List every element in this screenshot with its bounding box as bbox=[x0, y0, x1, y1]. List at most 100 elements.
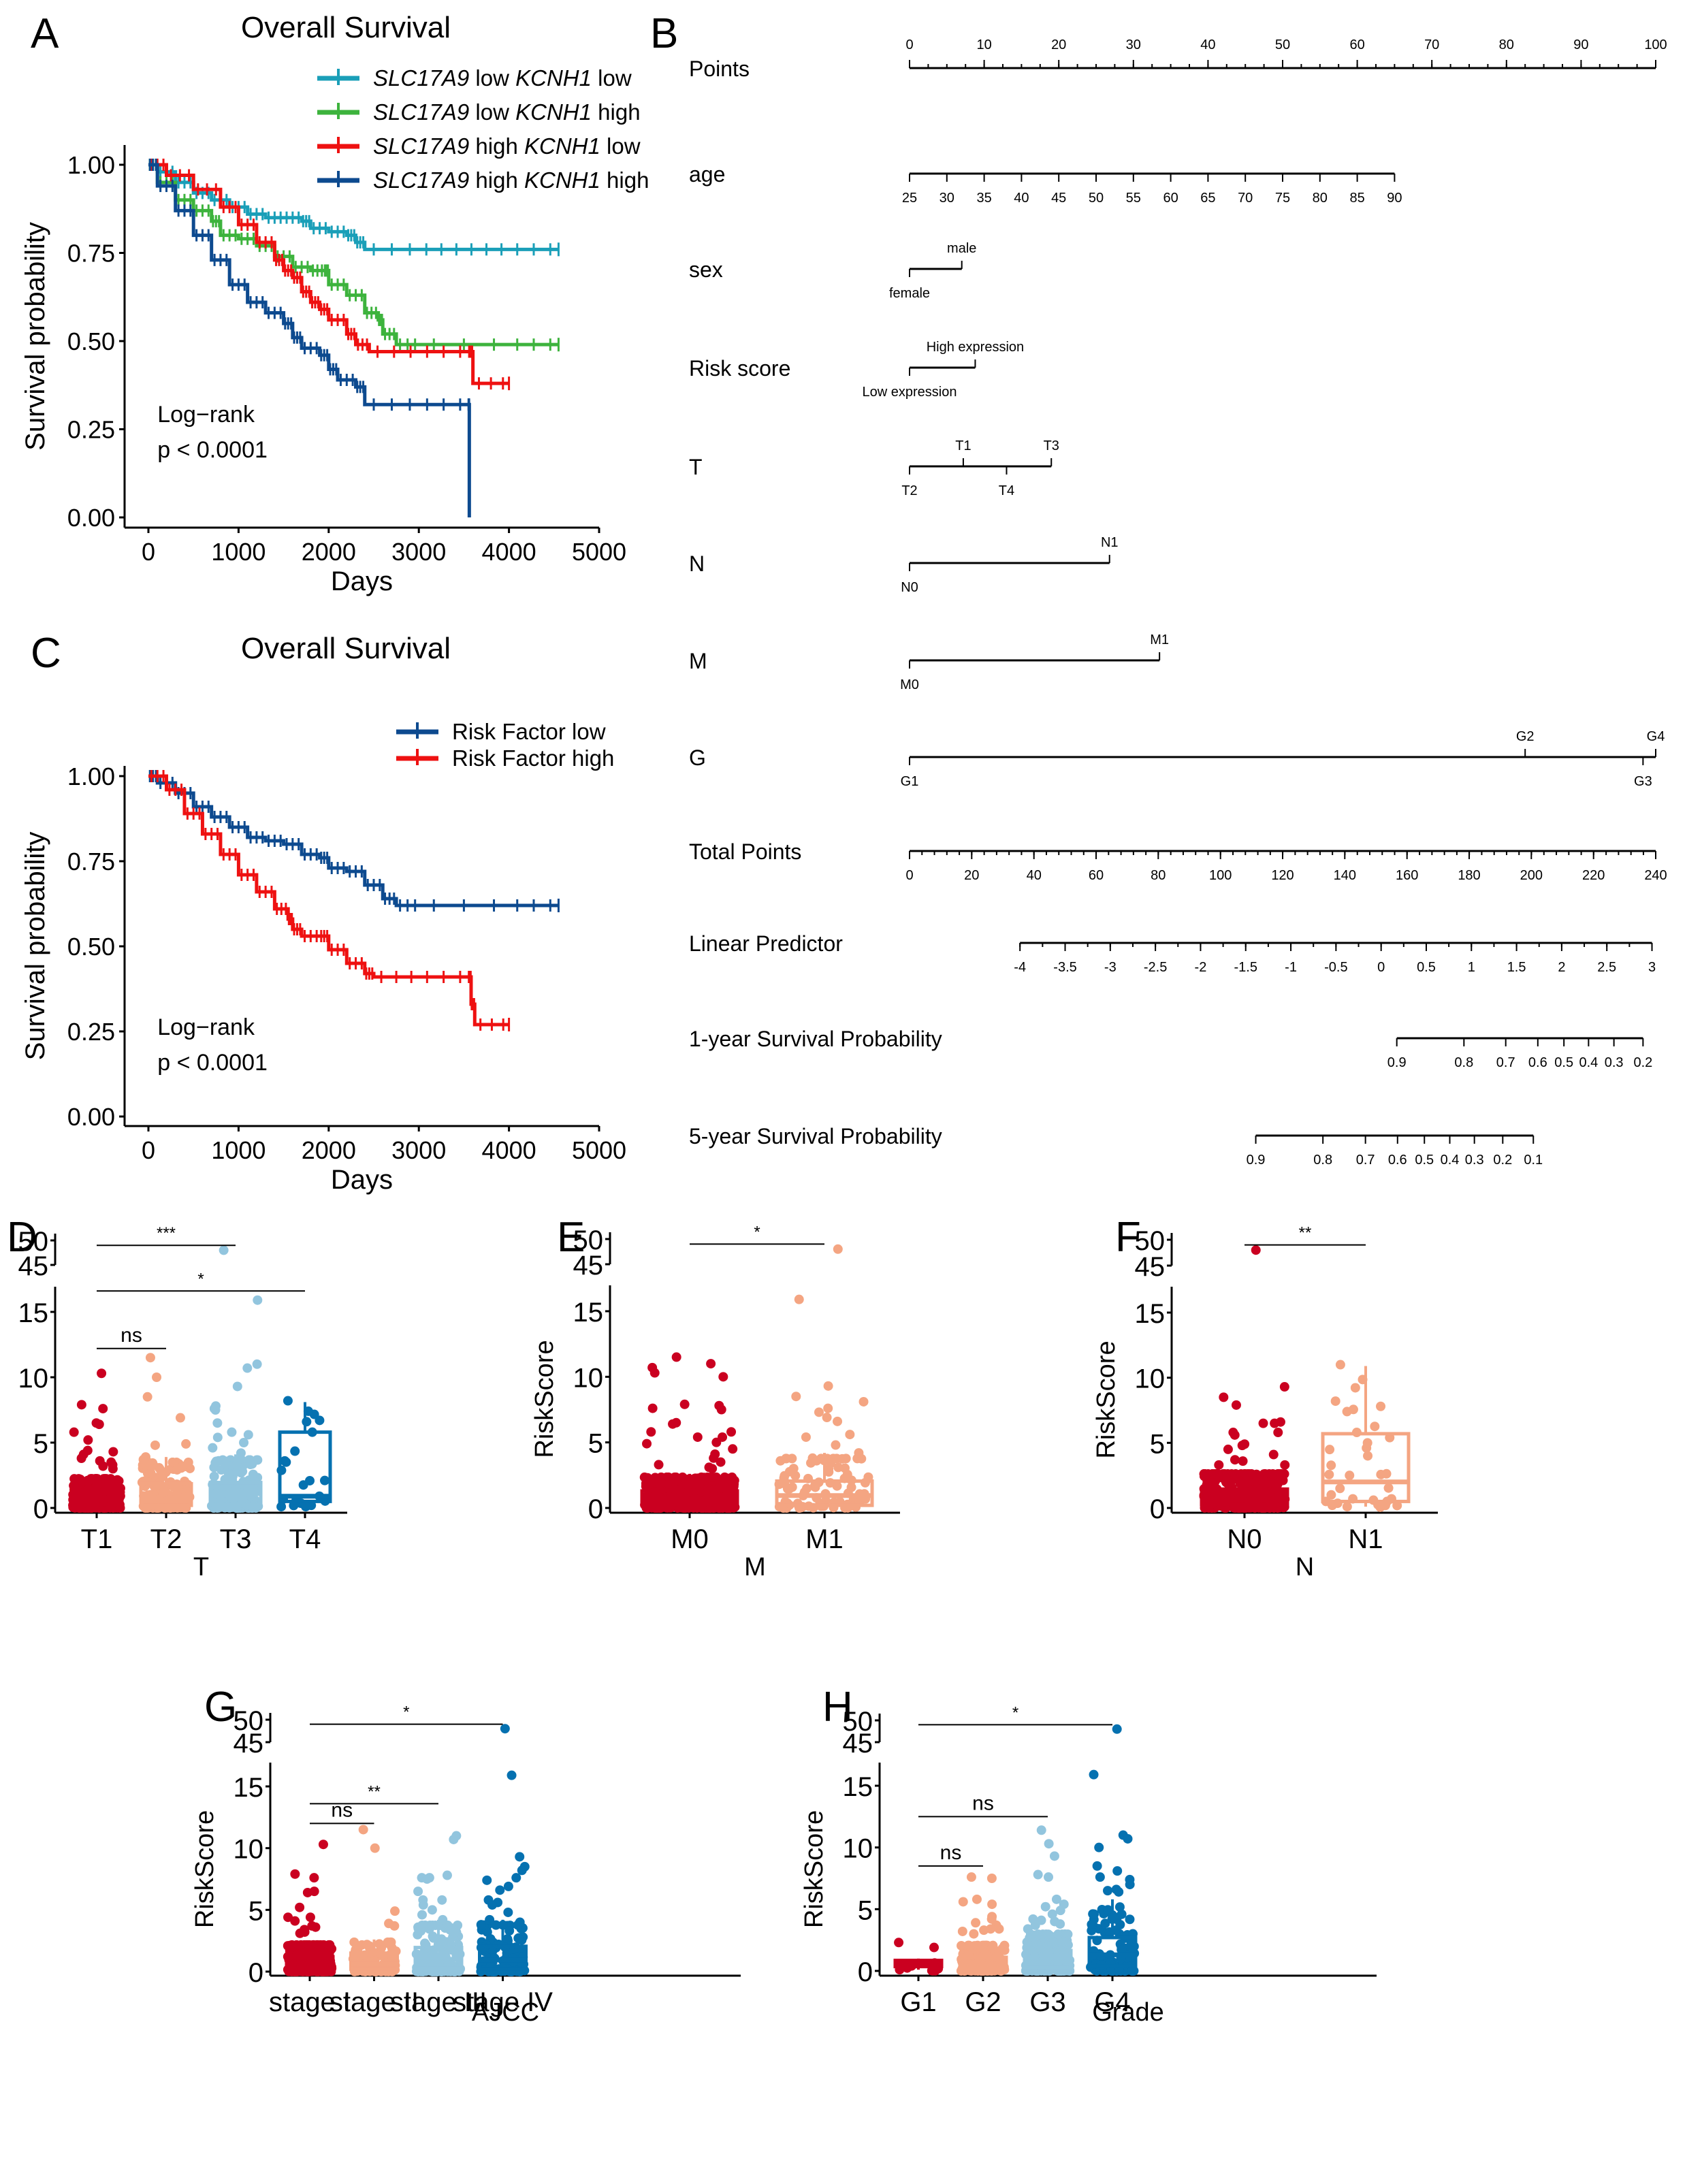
data-point bbox=[1117, 1944, 1127, 1955]
data-point bbox=[1238, 1488, 1249, 1498]
nomogram-level-label: T4 bbox=[999, 483, 1014, 498]
y-tick-label: 1.00 bbox=[67, 762, 115, 790]
box-group-3 bbox=[476, 1724, 530, 1976]
data-point bbox=[413, 1923, 423, 1933]
data-point bbox=[1257, 1489, 1267, 1499]
data-point bbox=[845, 1430, 855, 1440]
x-tick-label: 4000 bbox=[482, 538, 536, 566]
km-curve-3 bbox=[148, 163, 471, 517]
nomogram-row-label: age bbox=[689, 162, 725, 187]
nomogram-row-label: M bbox=[689, 649, 707, 673]
data-point bbox=[210, 1458, 221, 1468]
data-point bbox=[810, 1482, 820, 1492]
nomogram-tick-label: 1.5 bbox=[1507, 960, 1526, 975]
nomogram-level-label: G3 bbox=[1634, 774, 1652, 789]
data-point bbox=[1051, 1894, 1061, 1904]
data-point bbox=[422, 1874, 432, 1884]
data-point bbox=[1214, 1460, 1224, 1470]
data-point bbox=[76, 1400, 86, 1410]
y-tick-label: 50 bbox=[1135, 1226, 1166, 1256]
panel-label-d: D bbox=[7, 1214, 37, 1261]
data-point bbox=[227, 1427, 237, 1437]
nomogram-tick-label: -2 bbox=[1195, 960, 1207, 975]
data-point bbox=[1270, 1418, 1280, 1428]
x-tick-label: 0 bbox=[142, 1136, 155, 1164]
data-point bbox=[212, 1432, 223, 1443]
legend-label-1: SLC17A9 low KCNH1 high bbox=[373, 99, 641, 125]
data-point bbox=[1123, 1833, 1133, 1844]
x-tick-label: 5000 bbox=[572, 538, 626, 566]
y-tick-label: 5 bbox=[858, 1895, 873, 1925]
y-tick-label: 15 bbox=[18, 1298, 49, 1328]
data-point bbox=[437, 1895, 447, 1905]
nomogram-tick-label: -4 bbox=[1014, 960, 1026, 975]
y-tick-label: 50 bbox=[573, 1225, 604, 1255]
data-point bbox=[97, 1368, 107, 1379]
data-point bbox=[1221, 1477, 1232, 1488]
x-axis-title: Grade bbox=[1092, 1998, 1164, 2027]
data-point bbox=[1370, 1422, 1380, 1432]
data-point bbox=[94, 1419, 104, 1430]
y-tick-label: 0.00 bbox=[67, 1103, 115, 1131]
data-point bbox=[1273, 1428, 1283, 1438]
panel-label-g: G bbox=[204, 1684, 237, 1731]
y-tick-label: 45 bbox=[843, 1729, 873, 1759]
p-value-label: p < 0.0001 bbox=[157, 1050, 268, 1076]
data-point bbox=[69, 1481, 79, 1491]
box-iqr bbox=[640, 1489, 739, 1507]
nomogram-tick-label: -2.5 bbox=[1144, 960, 1167, 975]
nomogram-tick-label: 120 bbox=[1271, 868, 1294, 883]
data-point bbox=[649, 1368, 660, 1378]
data-point bbox=[210, 1405, 221, 1415]
legend-label-part: SLC17A9 bbox=[373, 133, 469, 159]
km-curve-2 bbox=[148, 163, 509, 385]
data-point bbox=[823, 1403, 833, 1413]
km-curve-1 bbox=[148, 774, 509, 1027]
nomogram-tick-label: 180 bbox=[1458, 868, 1480, 883]
panel-label-f: F bbox=[1115, 1214, 1141, 1261]
nomogram-tick-label: 20 bbox=[1051, 37, 1066, 52]
y-tick-label: 15 bbox=[573, 1298, 604, 1328]
data-point bbox=[83, 1435, 93, 1445]
legend-label-part: SLC17A9 bbox=[373, 167, 469, 193]
data-point bbox=[822, 1413, 832, 1423]
x-axis-title: Days bbox=[331, 1165, 393, 1195]
data-point bbox=[994, 1924, 1004, 1934]
legend-label-part: high bbox=[469, 167, 524, 193]
data-point bbox=[787, 1454, 797, 1464]
y-tick-label: 0.50 bbox=[67, 327, 115, 355]
data-point bbox=[711, 1437, 722, 1447]
data-point bbox=[517, 1865, 527, 1876]
box-group-0 bbox=[283, 1840, 337, 1976]
box-iqr bbox=[349, 1951, 399, 1971]
x-axis-title: N bbox=[1296, 1553, 1314, 1581]
km-curve-0 bbox=[148, 774, 559, 908]
nomogram-tick-label: 55 bbox=[1126, 191, 1141, 206]
nomogram-tick-label: 0.5 bbox=[1554, 1055, 1573, 1070]
data-point bbox=[1114, 1886, 1124, 1897]
y-tick-label: 5 bbox=[1150, 1429, 1165, 1459]
x-tick-label: 4000 bbox=[482, 1136, 536, 1164]
data-point bbox=[1325, 1445, 1335, 1455]
legend-label-part: KCNH1 bbox=[515, 65, 592, 91]
data-point bbox=[646, 1427, 656, 1437]
data-point bbox=[1112, 1866, 1123, 1876]
data-point bbox=[283, 1396, 293, 1406]
legend-label-part: high bbox=[600, 167, 649, 193]
nomogram-tick-label: 20 bbox=[964, 868, 979, 883]
nomogram-level-label: G4 bbox=[1647, 729, 1665, 744]
legend-label-part: low bbox=[469, 65, 515, 91]
x-axis-title: T bbox=[193, 1553, 209, 1581]
data-point bbox=[428, 1931, 438, 1942]
nomogram-tick-label: 25 bbox=[902, 191, 917, 206]
box-iqr bbox=[1087, 1936, 1138, 1968]
data-point bbox=[365, 1943, 375, 1953]
data-point bbox=[1095, 1872, 1105, 1882]
x-tick-label: T3 bbox=[220, 1524, 252, 1554]
panel-c-km-plot: Overall Survival 0.00 0.25 0.50 0.75 1.00 0 100… bbox=[20, 632, 626, 1195]
data-point bbox=[1092, 1861, 1102, 1871]
y-tick-label: 5 bbox=[588, 1429, 603, 1459]
data-point bbox=[108, 1464, 118, 1474]
significance-label: ** bbox=[1299, 1224, 1312, 1242]
